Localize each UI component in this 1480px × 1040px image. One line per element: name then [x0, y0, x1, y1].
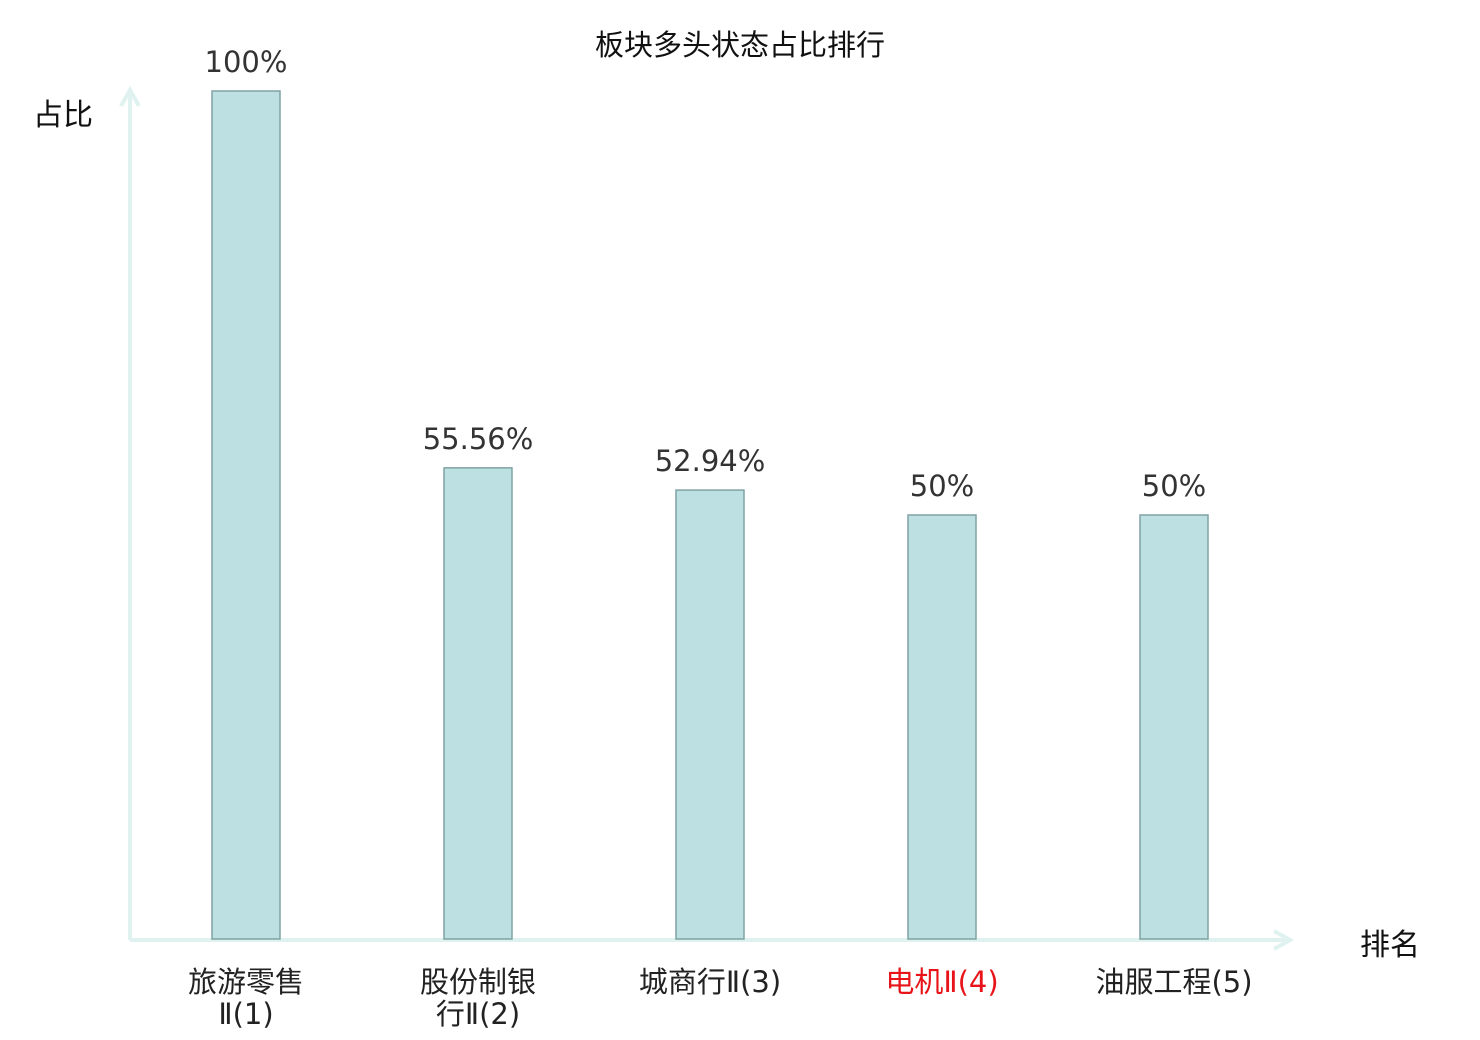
data-label: 50% — [909, 469, 975, 503]
x-tick-label: 股份制银 行Ⅱ(2) — [388, 966, 568, 1030]
bar — [443, 467, 513, 940]
axes — [119, 85, 1295, 951]
y-axis-arrow — [119, 85, 141, 107]
y-axis-label: 占比 — [33, 98, 93, 133]
x-tick-label: 油服工程(5) — [1084, 966, 1264, 998]
bars — [211, 90, 1209, 940]
x-tick-label-line1: 股份制银 — [419, 965, 536, 999]
bar — [1139, 514, 1209, 940]
x-tick-label-line2: 行Ⅱ(2) — [435, 997, 521, 1031]
x-tick-label-line1: 电机Ⅱ(4) — [885, 965, 999, 999]
data-label: 50% — [1141, 469, 1207, 503]
data-label: 100% — [204, 45, 288, 79]
bar — [211, 90, 281, 940]
x-tick-label-line1: 旅游零售 — [187, 965, 304, 999]
x-axis-arrow — [1273, 929, 1295, 951]
x-tick-label: 城商行Ⅱ(3) — [620, 966, 800, 998]
data-label: 55.56% — [422, 421, 534, 456]
bar — [675, 489, 745, 940]
x-tick-label-line1: 油服工程(5) — [1095, 965, 1253, 999]
x-tick-label-line1: 城商行Ⅱ(3) — [638, 965, 782, 999]
x-tick-label-line2: Ⅱ(1) — [218, 997, 274, 1031]
data-label: 52.94% — [654, 444, 766, 479]
x-tick-label: 电机Ⅱ(4) — [852, 966, 1032, 998]
x-tick-label: 旅游零售 Ⅱ(1) — [156, 966, 336, 1030]
x-axis-label: 排名 — [1360, 928, 1420, 963]
bar — [907, 514, 977, 940]
chart-title: 板块多头状态占比排行 — [594, 28, 885, 62]
